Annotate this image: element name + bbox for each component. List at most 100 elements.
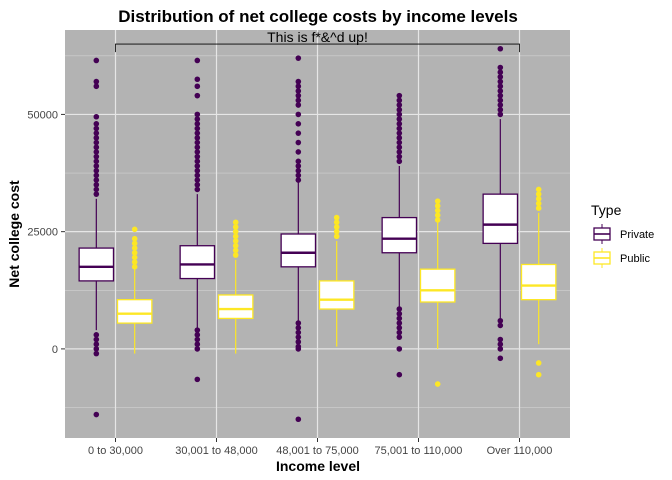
outlier-point [131, 226, 138, 233]
outlier-point [295, 78, 302, 85]
outlier-point [194, 163, 201, 169]
outlier-point [396, 153, 403, 160]
outlier-point [194, 177, 201, 183]
outlier-point [131, 249, 138, 256]
outlier-point [194, 332, 201, 338]
outlier-point [497, 88, 504, 94]
outlier-point [295, 324, 302, 331]
outlier-point [194, 144, 201, 151]
outlier-point [497, 45, 504, 52]
boxplot-private [179, 57, 216, 383]
outlier-point [295, 329, 302, 336]
outlier-point [194, 130, 201, 136]
annotation: This is f*&^d up! [115, 29, 520, 53]
outlier-point [295, 158, 302, 165]
outlier-point [434, 203, 441, 209]
outlier-point [434, 381, 441, 387]
legend-label: Private [620, 229, 654, 241]
y-tick-label: 0 [52, 344, 58, 356]
boxplot-private [78, 57, 115, 418]
outlier-point [295, 102, 302, 108]
outlier-point [93, 135, 100, 141]
outlier-point [396, 106, 403, 113]
box [217, 294, 254, 320]
outlier-point [396, 149, 403, 155]
outlier-point [295, 346, 302, 352]
outlier-point [194, 346, 201, 352]
x-tick-label: 30,001 to 48,000 [175, 445, 258, 457]
outlier-point [93, 191, 100, 197]
boxplots [78, 45, 557, 423]
outlier-point [535, 196, 542, 202]
annotation-bracket [115, 43, 520, 53]
outlier-point [295, 83, 302, 90]
outlier-point [93, 186, 100, 193]
outlier-point [497, 74, 504, 80]
outlier-point [333, 233, 340, 240]
outlier-point [93, 181, 100, 188]
outlier-point [194, 327, 201, 333]
outlier-point [93, 120, 100, 127]
outlier-point [396, 310, 403, 317]
outlier-point [194, 167, 201, 174]
legend: Type Private Public [591, 202, 654, 268]
outlier-point [295, 167, 302, 174]
outlier-point [93, 167, 100, 174]
outlier-point [497, 106, 504, 113]
outlier-point [131, 240, 138, 247]
outlier-point [93, 113, 100, 120]
outlier-point [535, 200, 542, 207]
outlier-point [93, 346, 100, 352]
legend-item-public: Public [593, 248, 650, 268]
outlier-point [295, 120, 302, 127]
x-tick-label: 75,001 to 110,000 [375, 445, 463, 457]
outlier-point [194, 120, 201, 127]
outlier-point [434, 212, 441, 219]
boxplot-private [280, 55, 317, 423]
outlier-point [194, 111, 201, 118]
box [78, 247, 115, 282]
outlier-point [194, 135, 201, 141]
box [381, 216, 418, 254]
boxplot-public [419, 198, 456, 387]
outlier-point [194, 172, 201, 179]
outlier-point [396, 120, 403, 127]
boxplot-public [318, 214, 355, 347]
outlier-point [295, 149, 302, 155]
outlier-point [93, 332, 100, 338]
axes: 0 25000 50000 0 to 30,000 30,001 to 48,000 48… [27, 109, 552, 457]
outlier-point [93, 125, 100, 132]
outlier-point [295, 92, 302, 99]
outlier-point [194, 139, 201, 146]
outlier-point [295, 97, 302, 104]
outlier-point [194, 376, 201, 383]
outlier-point [232, 224, 239, 230]
outlier-point [396, 97, 403, 104]
x-axis-title: Income level [276, 458, 360, 474]
outlier-point [535, 186, 542, 193]
outlier-point [333, 228, 340, 235]
outlier-point [194, 149, 201, 155]
outlier-point [497, 336, 504, 343]
outlier-point [434, 207, 441, 214]
outlier-point [295, 130, 302, 136]
outlier-point [194, 158, 201, 165]
y-axis-title: Net college cost [6, 180, 22, 288]
outlier-point [497, 69, 504, 76]
boxplot-public [116, 226, 153, 354]
outlier-point [396, 315, 403, 322]
outlier-point [333, 214, 340, 221]
outlier-point [93, 139, 100, 146]
box [179, 245, 216, 280]
outlier-point [194, 336, 201, 343]
outlier-point [93, 153, 100, 160]
outlier-point [131, 254, 138, 261]
outlier-point [93, 177, 100, 183]
x-tick-label: Over 110,000 [487, 445, 553, 457]
outlier-point [396, 324, 403, 331]
outlier-point [295, 111, 302, 118]
chart-title: Distribution of net college costs by inc… [118, 7, 518, 26]
outlier-point [93, 57, 100, 64]
outlier-point [295, 339, 302, 345]
